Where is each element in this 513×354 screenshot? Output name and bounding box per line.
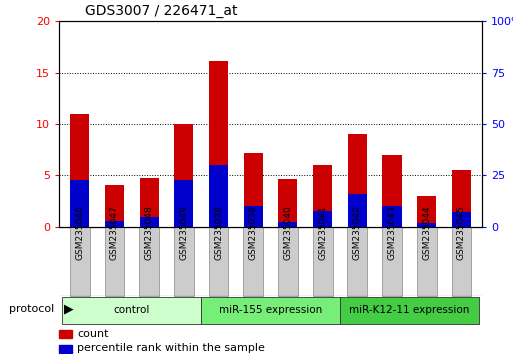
Bar	[313, 165, 332, 227]
Bar	[417, 223, 436, 227]
Text: count: count	[77, 329, 108, 339]
Text: percentile rank within the sample: percentile rank within the sample	[77, 343, 265, 353]
Text: GSM235038: GSM235038	[214, 205, 223, 260]
Bar	[243, 227, 263, 296]
Text: GSM235039: GSM235039	[249, 205, 258, 260]
Bar	[105, 185, 124, 227]
Text: protocol: protocol	[9, 304, 54, 314]
Bar	[451, 227, 471, 296]
Bar	[174, 124, 193, 227]
Text: GSM235045: GSM235045	[457, 205, 466, 260]
Bar	[452, 170, 471, 227]
Bar	[340, 297, 479, 324]
Bar	[383, 155, 402, 227]
Bar	[452, 212, 471, 227]
Bar	[63, 297, 201, 324]
Bar	[313, 227, 332, 296]
Text: miR-K12-11 expression: miR-K12-11 expression	[349, 305, 469, 315]
Text: GSM235048: GSM235048	[145, 205, 154, 260]
Text: GSM235044: GSM235044	[422, 205, 431, 260]
Bar	[105, 227, 124, 296]
Bar	[70, 181, 89, 227]
Text: control: control	[114, 305, 150, 315]
Text: GSM235040: GSM235040	[284, 205, 292, 260]
Text: GSM235046: GSM235046	[75, 205, 84, 260]
Text: GSM235049: GSM235049	[180, 205, 188, 260]
Bar	[140, 227, 159, 296]
Bar	[383, 206, 402, 227]
Bar	[279, 179, 298, 227]
Bar	[348, 134, 367, 227]
Text: GSM235043: GSM235043	[387, 205, 397, 260]
Text: GSM235042: GSM235042	[353, 205, 362, 260]
Bar	[244, 153, 263, 227]
Bar	[347, 227, 367, 296]
Text: GDS3007 / 226471_at: GDS3007 / 226471_at	[85, 4, 237, 18]
Text: GSM235047: GSM235047	[110, 205, 119, 260]
Bar	[209, 227, 228, 296]
Text: miR-155 expression: miR-155 expression	[219, 305, 322, 315]
Bar	[382, 227, 402, 296]
Bar	[313, 211, 332, 227]
Bar	[59, 331, 72, 338]
Bar	[348, 194, 367, 227]
Bar	[417, 196, 436, 227]
Bar	[209, 165, 228, 227]
Bar	[174, 181, 193, 227]
Bar	[59, 345, 72, 353]
Bar	[278, 227, 298, 296]
Bar	[174, 227, 194, 296]
Bar	[70, 227, 90, 296]
Bar	[140, 178, 159, 227]
Bar	[105, 222, 124, 227]
Bar	[209, 61, 228, 227]
Bar	[70, 114, 89, 227]
Bar	[417, 227, 437, 296]
Text: GSM235041: GSM235041	[318, 205, 327, 260]
Bar	[140, 217, 159, 227]
Text: ▶: ▶	[64, 303, 74, 316]
Bar	[244, 206, 263, 227]
Bar	[201, 297, 340, 324]
Bar	[279, 222, 298, 227]
